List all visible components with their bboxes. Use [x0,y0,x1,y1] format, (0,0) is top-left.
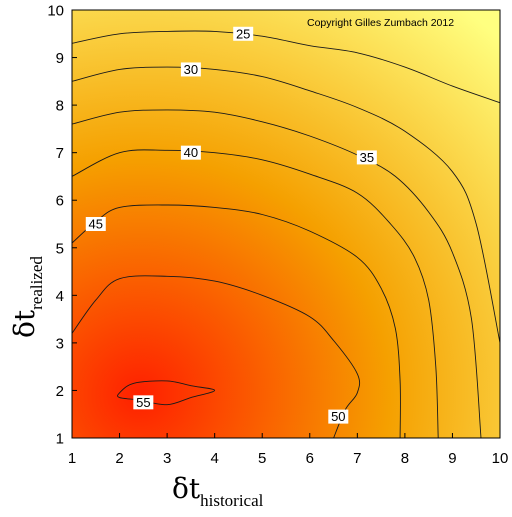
contour-line-55 [117,380,216,406]
contour-label-bg-30 [180,62,201,77]
copyright-annotation: Copyright Gilles Zumbach 2012 [307,17,454,29]
y-tick-label-4: 4 [56,288,64,305]
x-tick-label-10: 10 [492,450,509,467]
contour-line-30 [72,66,500,343]
contour-label-30: 30 [184,62,198,77]
x-tick-label-1: 1 [68,450,76,467]
x-tick-label-6: 6 [306,450,314,467]
contour-label-bg-55 [133,395,154,410]
y-axis-label-subscript: realized [27,256,46,310]
contour-line-50 [72,275,361,438]
y-tick-label-8: 8 [56,98,64,115]
contour-label-bg-40 [180,145,201,160]
y-tick-label-3: 3 [56,335,64,352]
contour-label-bg-45 [85,217,106,231]
y-tick-label-9: 9 [56,50,64,67]
x-tick-label-2: 2 [115,450,123,467]
contour-line-45 [72,204,401,438]
contour-label-35: 35 [360,150,374,165]
x-tick-label-3: 3 [163,450,171,467]
heatmap-background [72,10,500,438]
x-tick-label-5: 5 [258,450,266,467]
contour-line-40 [72,149,439,438]
contour-label-40: 40 [184,145,198,160]
contour-label-bg-50 [328,409,349,424]
plot-frame [71,9,501,439]
contour-line-25 [72,30,500,104]
contour-label-50: 50 [331,409,345,424]
x-tick-label-7: 7 [353,450,361,467]
x-tick-label-8: 8 [401,450,409,467]
contour-label-bg-25 [233,26,254,41]
contour-label-25: 25 [236,26,250,41]
contour-label-bg-35 [356,150,377,165]
contour-line-35 [72,109,482,438]
y-tick-label-5: 5 [56,240,64,257]
y-tick-label-10: 10 [47,3,64,20]
y-tick-label-7: 7 [56,145,64,162]
x-tick-label-9: 9 [448,450,456,467]
x-axis-label: δthistorical [172,472,264,510]
contour-labels-group: 25 30 35 40 45 50 55 [85,26,377,424]
x-axis-label-symbol: δt [172,472,201,505]
y-tick-label-1: 1 [56,431,64,448]
contour-lines-group [72,30,500,438]
y-tick-label-6: 6 [56,193,64,210]
contour-label-55: 55 [136,395,150,410]
y-axis-label: δtrealized [8,256,46,338]
contour-label-45: 45 [89,217,103,232]
x-axis: 1 2 3 4 5 6 7 8 9 10 [68,433,509,467]
y-axis-label-symbol: δt [8,309,41,338]
y-axis: 1 2 3 4 5 6 7 8 9 10 [47,3,77,448]
x-axis-label-subscript: historical [200,491,264,510]
x-tick-label-4: 4 [210,450,218,467]
y-tick-label-2: 2 [56,383,64,400]
